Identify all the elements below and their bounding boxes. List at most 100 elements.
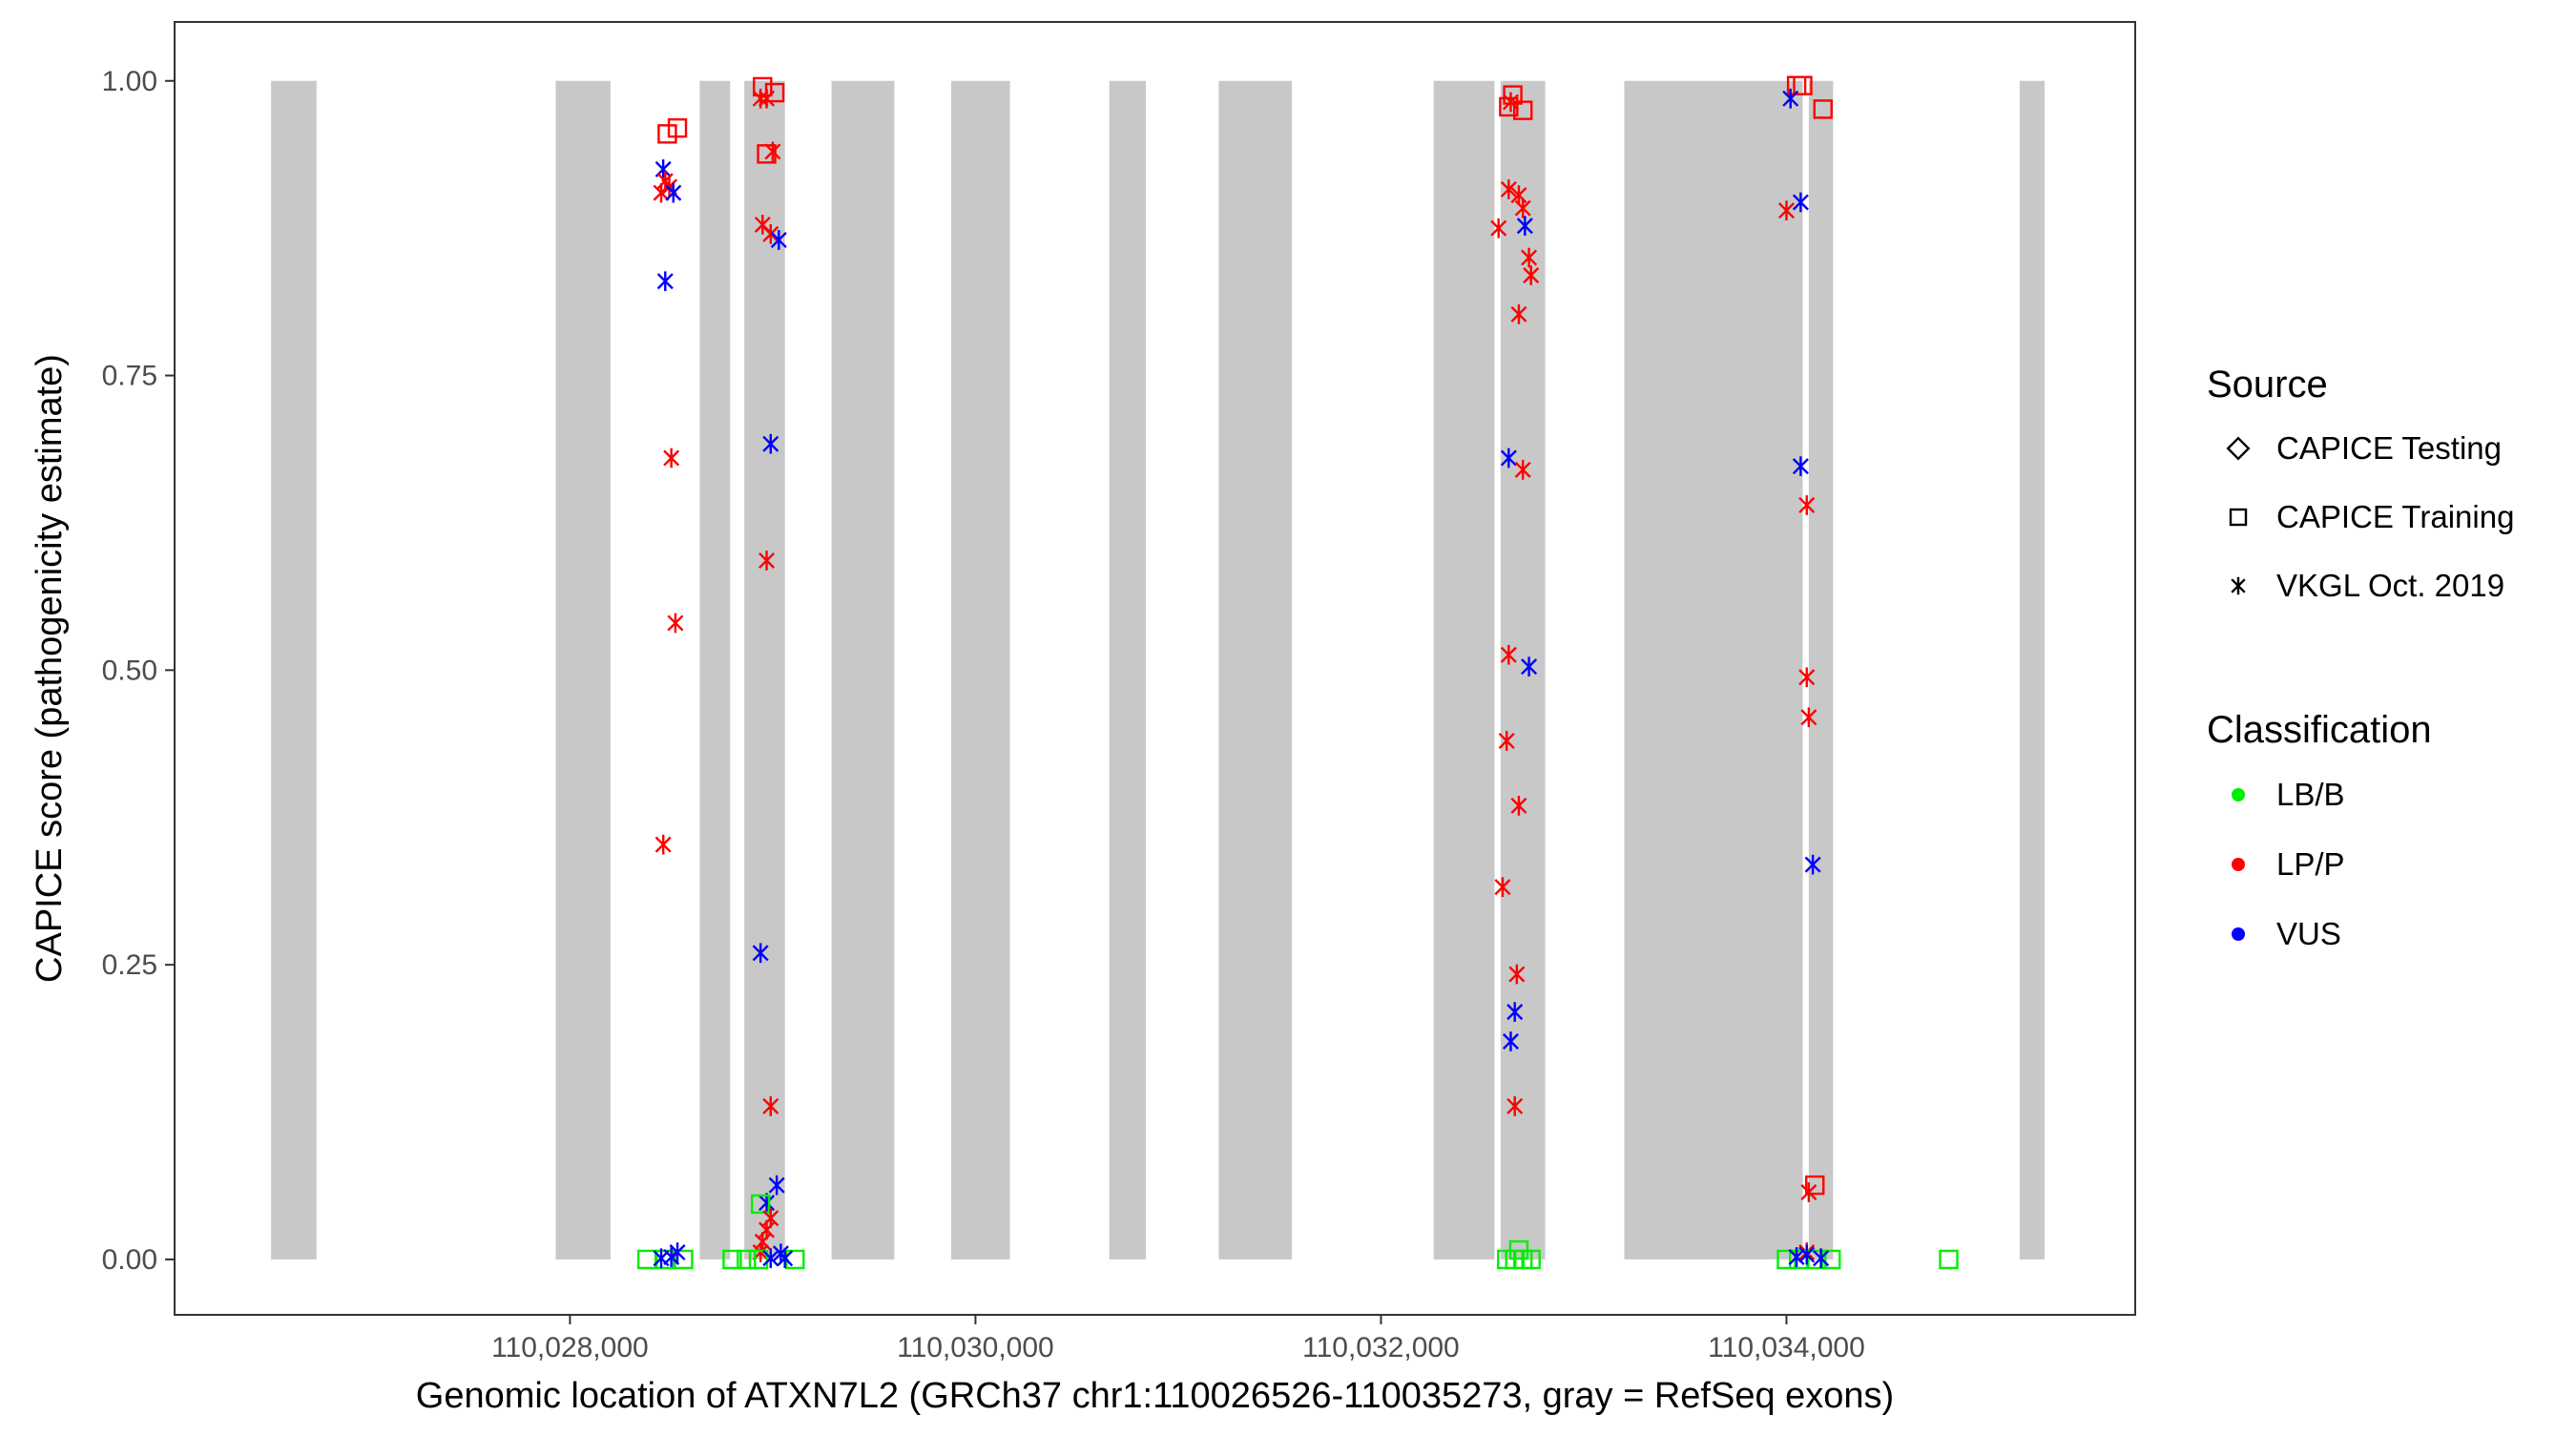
- legend-key-asterisk-icon: [2231, 576, 2246, 595]
- data-point: [762, 223, 779, 244]
- exon-band: [1109, 80, 1146, 1259]
- exon-band: [950, 80, 1010, 1259]
- data-point: [1500, 179, 1517, 199]
- data-point: [764, 141, 781, 162]
- data-points: [636, 75, 1959, 1270]
- legend-source-entries: CAPICE Testing CAPICE Training VKGL Oct. 2…: [2226, 430, 2514, 603]
- legend-classification-label: VUS: [2276, 916, 2341, 951]
- data-point: [1793, 75, 1813, 95]
- legend-key-square-icon: [2229, 508, 2248, 527]
- data-point: [762, 433, 779, 454]
- exon-band: [744, 80, 785, 1259]
- legend-classification-entries: LB/B LP/P VUS: [2232, 777, 2345, 951]
- exon-band: [2019, 80, 2046, 1259]
- data-point: [758, 88, 776, 109]
- data-point: [1514, 198, 1531, 219]
- data-point: [1813, 99, 1833, 119]
- data-point: [770, 230, 787, 250]
- legend-classification-label: LP/P: [2276, 846, 2345, 882]
- x-tick-label: 110,032,000: [1302, 1332, 1460, 1363]
- y-tick-label: 1.00: [102, 66, 157, 97]
- data-point: [656, 271, 674, 292]
- exon-band: [555, 80, 611, 1259]
- data-point: [1510, 303, 1527, 324]
- data-point: [1508, 964, 1526, 985]
- data-point: [737, 1249, 757, 1270]
- data-point: [1490, 218, 1507, 239]
- legend-source-entry: VKGL Oct. 2019: [2231, 568, 2504, 603]
- data-point: [1498, 731, 1515, 751]
- exon-band: [831, 80, 895, 1259]
- legend-source-title: Source: [2207, 364, 2328, 406]
- data-point: [1798, 495, 1816, 515]
- legend-source-label: CAPICE Testing: [2276, 430, 2502, 466]
- exon-band: [1500, 80, 1546, 1259]
- data-point: [1777, 200, 1795, 220]
- x-axis-title: Genomic location of ATXN7L2 (GRCh37 chr1…: [416, 1376, 1894, 1416]
- data-point: [1798, 667, 1816, 688]
- data-point: [1506, 1002, 1524, 1022]
- data-point: [654, 834, 672, 855]
- x-tick-label: 110,030,000: [897, 1332, 1054, 1363]
- exon-bands: [271, 80, 2046, 1259]
- data-point: [1792, 456, 1809, 477]
- legend: Source CAPICE Testing CAPICE Training VKGL…: [2207, 364, 2514, 951]
- legend-classification-entry: LB/B: [2232, 777, 2345, 812]
- data-point: [1521, 656, 1538, 676]
- legend-classification-label: LB/B: [2276, 777, 2345, 812]
- legend-dot-icon: [2232, 788, 2245, 801]
- data-point: [1813, 1248, 1830, 1269]
- data-point: [1805, 1175, 1825, 1196]
- data-point: [656, 171, 674, 192]
- data-point: [665, 182, 682, 203]
- legend-source-entry: CAPICE Training: [2229, 499, 2514, 534]
- data-point: [667, 613, 684, 634]
- y-tick-label: 0.00: [102, 1244, 157, 1276]
- data-point: [1798, 1244, 1816, 1265]
- data-point: [1804, 854, 1821, 875]
- data-point: [1516, 216, 1533, 237]
- data-point: [777, 1248, 794, 1269]
- exon-band: [271, 80, 317, 1259]
- y-axis-title: CAPICE score (pathogenicity estimate): [30, 354, 70, 983]
- legend-source-label: CAPICE Training: [2276, 499, 2514, 534]
- y-tick-label: 0.50: [102, 655, 157, 686]
- data-point: [1792, 192, 1809, 213]
- data-point: [1514, 460, 1531, 480]
- data-point: [1782, 88, 1799, 109]
- data-point: [1513, 100, 1533, 120]
- legend-source-label: VKGL Oct. 2019: [2276, 568, 2504, 603]
- legend-classification-entry: VUS: [2232, 916, 2341, 951]
- y-tick-label: 0.25: [102, 949, 157, 981]
- data-point: [750, 1194, 771, 1215]
- data-point: [1499, 96, 1519, 117]
- exon-band: [1218, 80, 1292, 1259]
- exon-band: [1624, 80, 1803, 1259]
- legend-classification-entry: LP/P: [2232, 846, 2345, 882]
- legend-classification-title: Classification: [2207, 709, 2432, 751]
- data-point: [1521, 1249, 1541, 1270]
- data-point: [663, 447, 680, 468]
- exon-band: [699, 80, 731, 1259]
- data-point: [748, 1249, 769, 1270]
- data-point: [1510, 796, 1527, 816]
- plot-panel-border: [174, 21, 2136, 1316]
- data-point: [1500, 447, 1517, 468]
- y-axis: 0.00 0.25 0.50 0.75 1.00: [102, 66, 175, 1276]
- data-point: [1939, 1249, 1959, 1270]
- data-point: [1500, 644, 1517, 665]
- legend-dot-icon: [2232, 858, 2245, 871]
- legend-key-diamond-icon: [2226, 436, 2251, 461]
- data-point: [1523, 265, 1540, 285]
- data-point: [1494, 877, 1511, 897]
- data-point: [1800, 707, 1818, 728]
- data-point: [1788, 1247, 1805, 1267]
- data-point: [1502, 1031, 1519, 1051]
- data-point: [667, 117, 688, 138]
- data-point: [1521, 247, 1538, 268]
- data-point: [768, 1175, 785, 1196]
- exon-band: [1433, 80, 1495, 1259]
- data-point: [657, 124, 677, 144]
